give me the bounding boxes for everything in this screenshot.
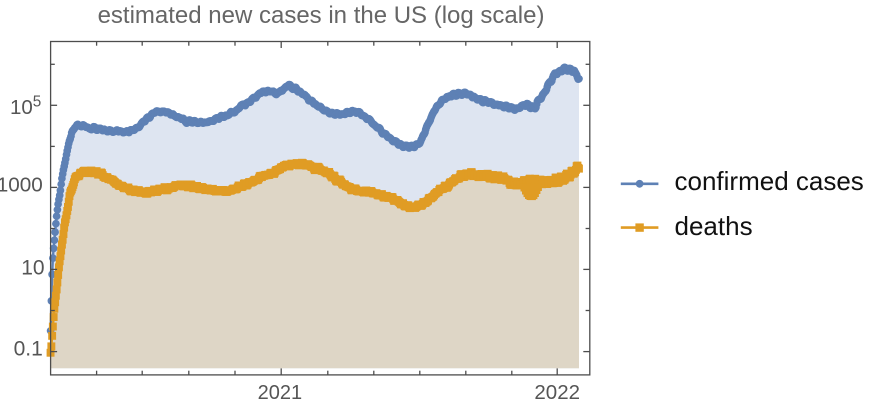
- svg-text:0.1: 0.1: [14, 338, 43, 361]
- svg-text:confirmed cases: confirmed cases: [675, 166, 864, 196]
- svg-text:10: 10: [21, 257, 44, 280]
- svg-text:1000: 1000: [0, 174, 43, 197]
- svg-text:estimated new cases in the US: estimated new cases in the US (log scale…: [98, 2, 545, 29]
- svg-text:2021: 2021: [258, 382, 303, 404]
- svg-text:2022: 2022: [534, 381, 580, 404]
- svg-text:deaths: deaths: [675, 211, 753, 241]
